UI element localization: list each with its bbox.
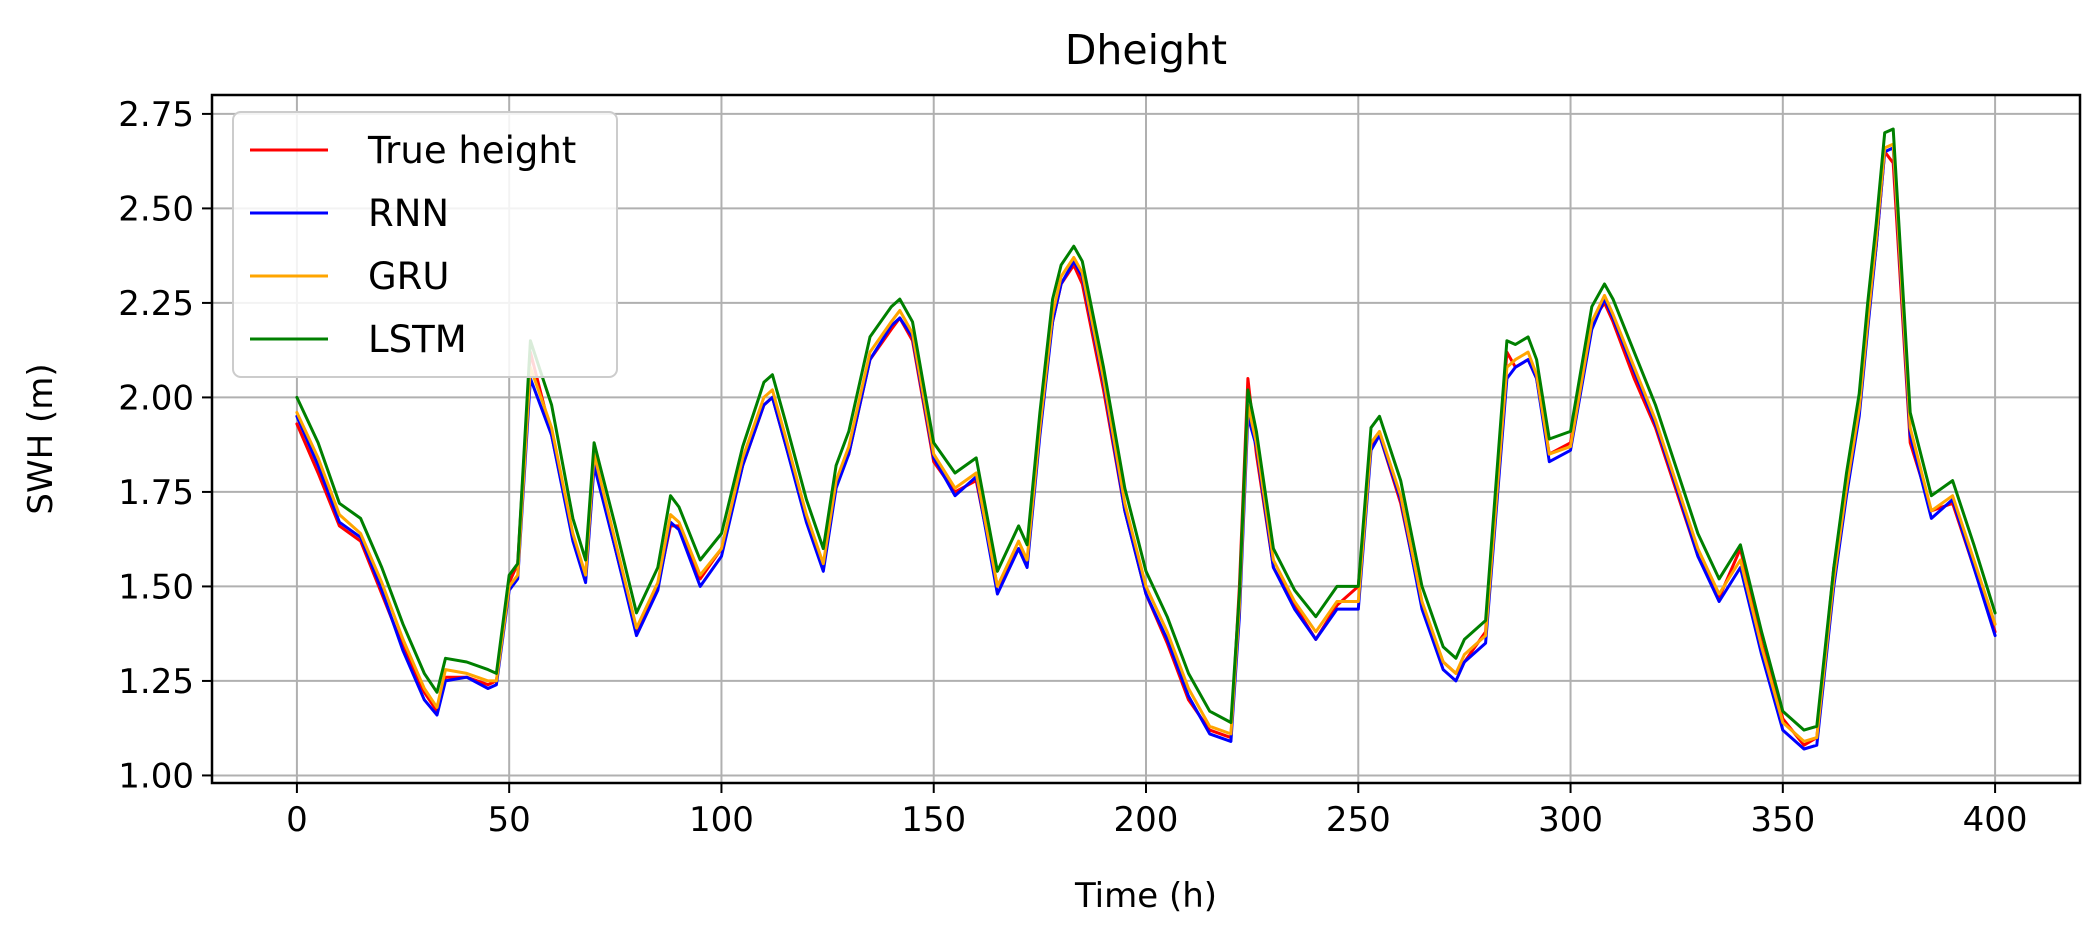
y-tick-label: 1.50 [118, 567, 194, 607]
y-tick-label: 2.75 [118, 95, 194, 135]
chart-title: Dheight [1065, 26, 1227, 74]
x-tick-label: 350 [1750, 800, 1815, 840]
legend-label: GRU [368, 255, 449, 298]
y-tick-label: 1.25 [118, 662, 194, 702]
legend-label: RNN [368, 192, 449, 235]
series-line-lstm [295, 127, 1997, 732]
y-tick-label: 2.25 [118, 284, 194, 324]
legend: True height RNN GRU LSTM [232, 111, 618, 378]
legend-label: LSTM [368, 318, 467, 361]
x-tick-label: 400 [1963, 800, 2028, 840]
x-tick-label: 150 [901, 800, 966, 840]
x-tick-label: 300 [1538, 800, 1603, 840]
legend-label: True height [367, 129, 576, 172]
y-tick-label: 1.75 [118, 473, 194, 513]
series-lines [295, 127, 1997, 751]
axis-ticks: 0 50 100 150 200 250 300 350 400 1.00 1.25 1.50 1.75… [118, 95, 2027, 840]
series-line-gru [295, 142, 1997, 743]
x-tick-label: 100 [689, 800, 754, 840]
y-tick-label: 2.00 [118, 378, 194, 418]
y-tick-label: 1.00 [118, 756, 194, 796]
x-tick-label: 200 [1114, 800, 1179, 840]
y-axis-title: SWH (m) [21, 363, 61, 514]
x-tick-label: 250 [1326, 800, 1391, 840]
y-tick-label: 2.50 [118, 189, 194, 229]
legend-box [232, 111, 618, 378]
series-line-rnn [295, 146, 1997, 751]
x-axis-title: Time (h) [1074, 876, 1217, 916]
x-tick-label: 0 [286, 800, 308, 840]
x-tick-label: 50 [488, 800, 531, 840]
